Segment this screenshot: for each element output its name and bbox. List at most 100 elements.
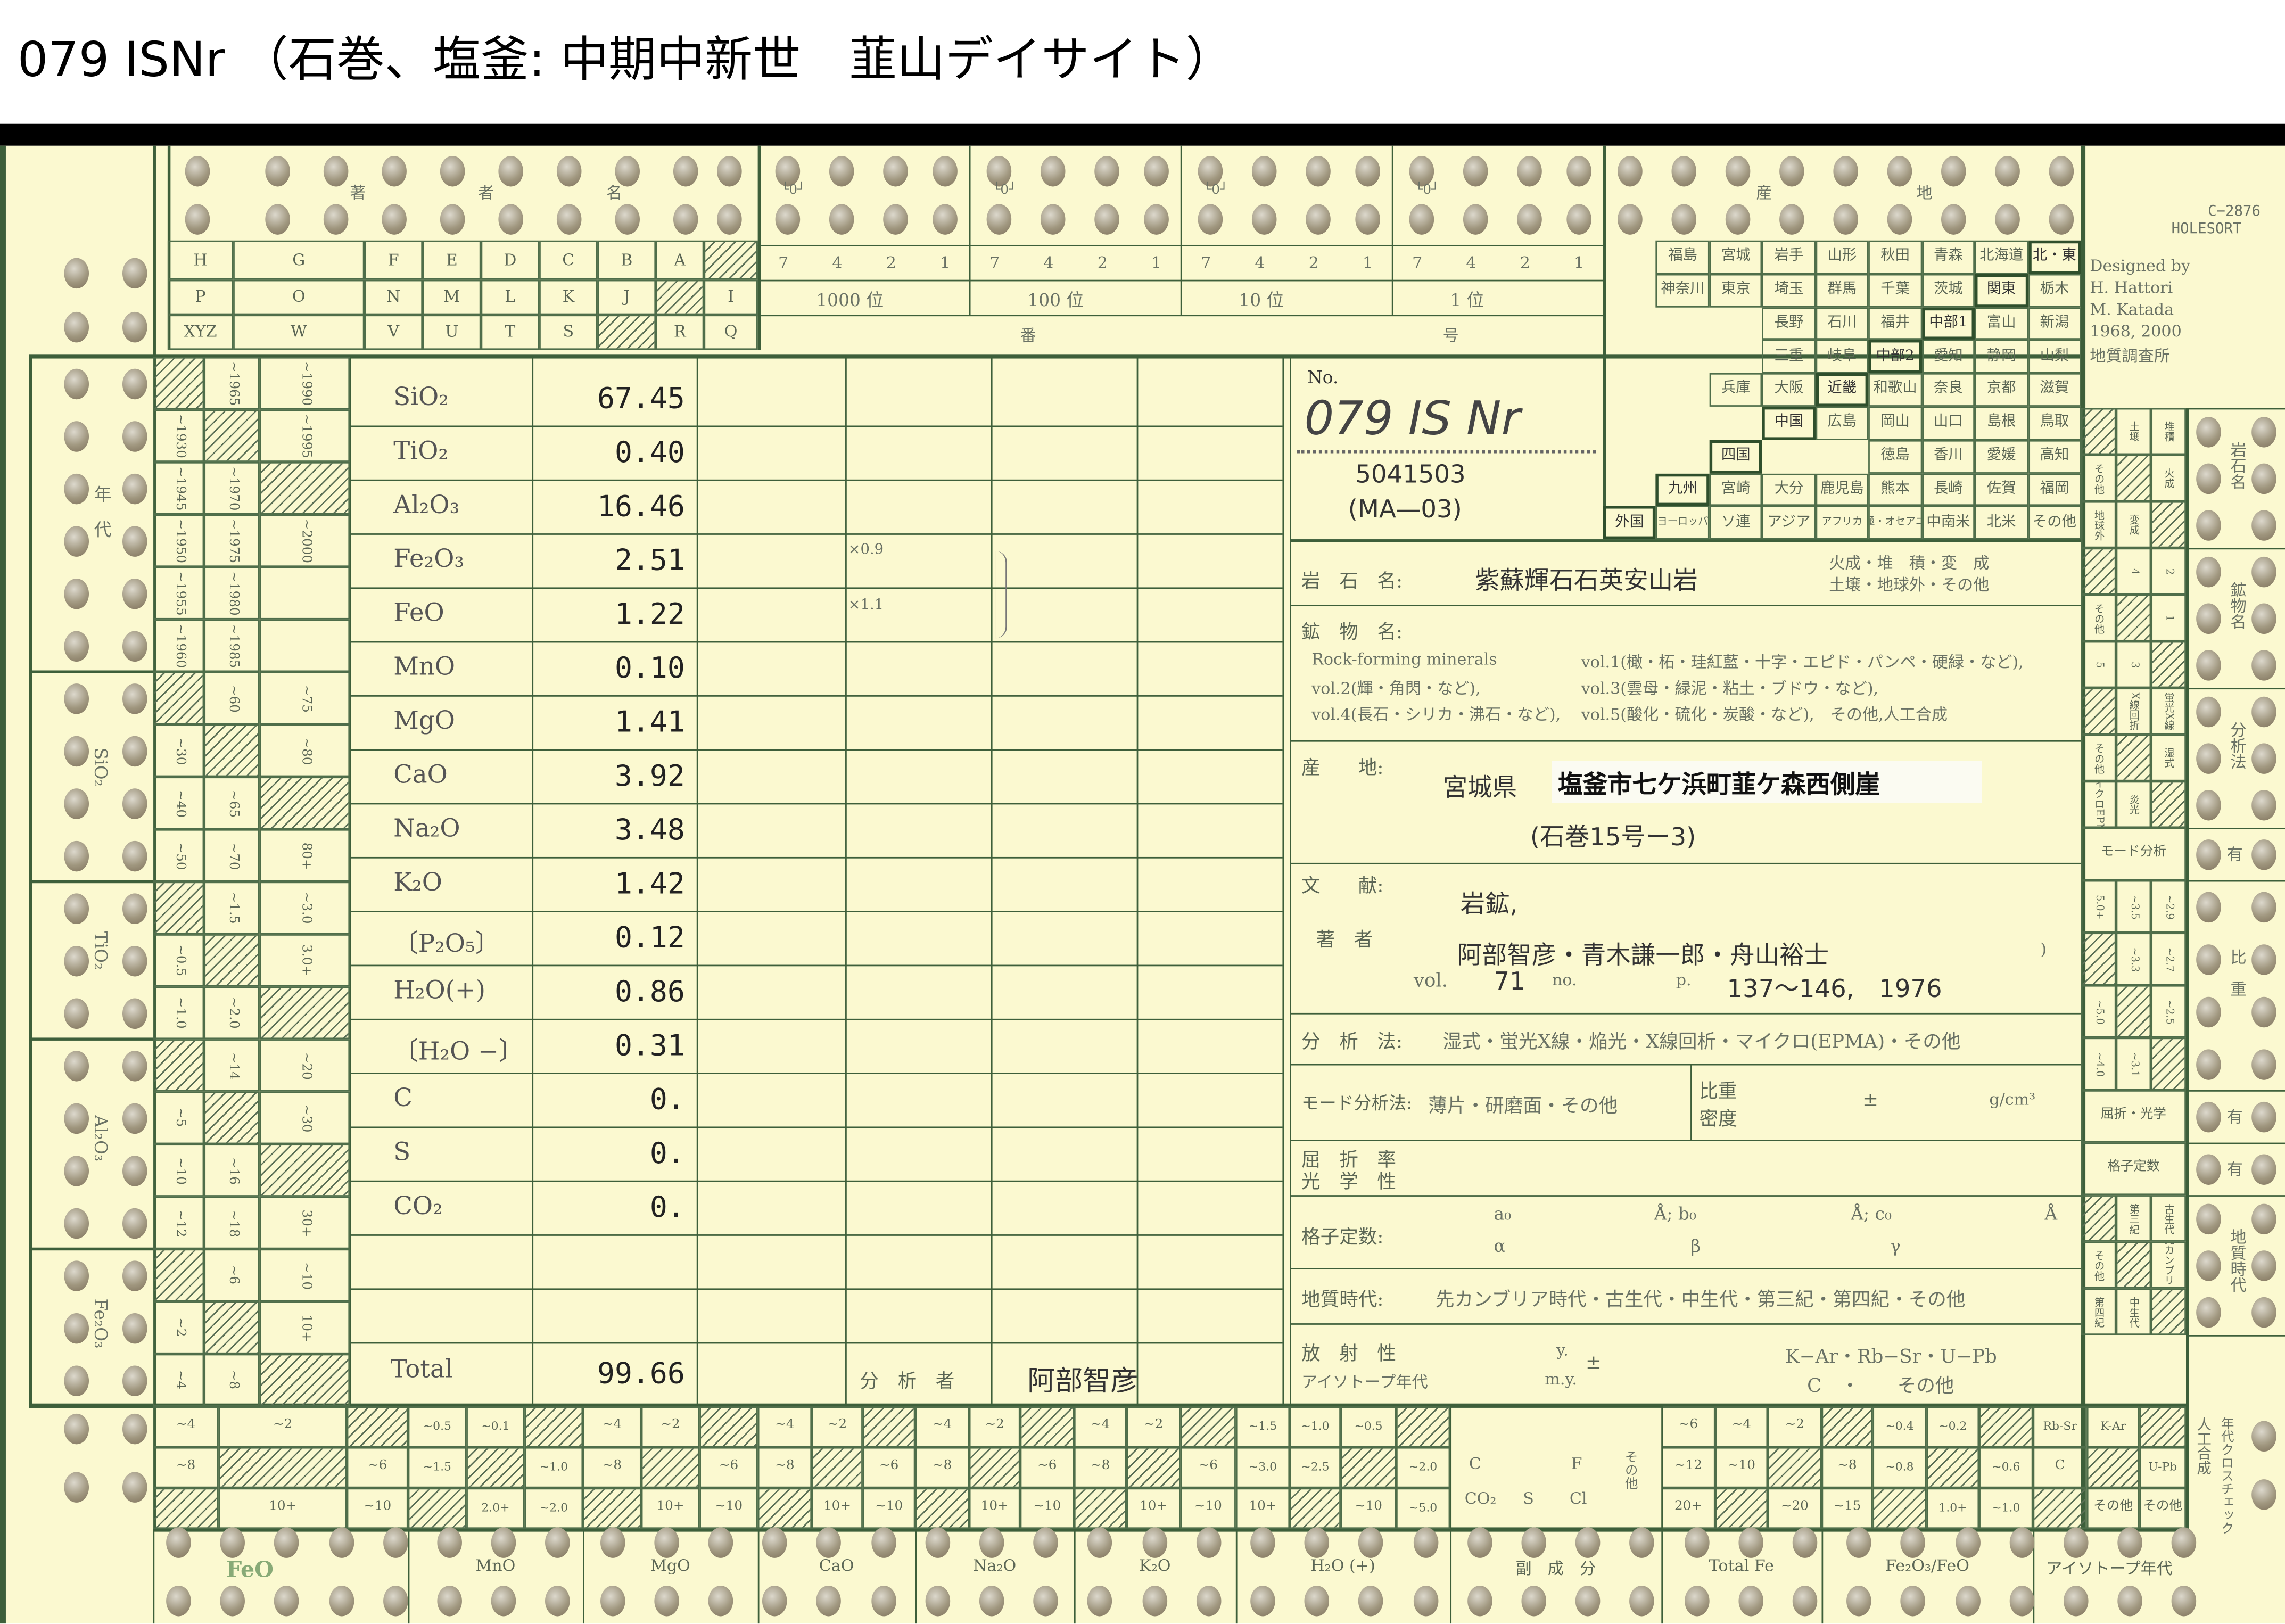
punch-hole[interactable] xyxy=(122,1413,147,1445)
punch-hole[interactable] xyxy=(933,204,958,235)
punch-hole[interactable] xyxy=(775,155,801,187)
punch-hole[interactable] xyxy=(1779,204,1804,235)
locality-cell[interactable]: アジア xyxy=(1762,506,1816,540)
punch-hole[interactable] xyxy=(2251,996,2276,1028)
punch-hole[interactable] xyxy=(122,1260,147,1291)
punch-hole[interactable] xyxy=(654,1527,679,1558)
punch-hole[interactable] xyxy=(1142,1585,1167,1617)
punch-hole[interactable] xyxy=(1833,204,1858,235)
punch-hole[interactable] xyxy=(2196,696,2221,728)
punch-hole[interactable] xyxy=(1033,1527,1059,1558)
locality-cell[interactable]: 和歌山 xyxy=(1868,373,1922,407)
punch-hole[interactable] xyxy=(1196,1527,1221,1558)
locality-cell[interactable]: 埼玉 xyxy=(1762,274,1816,307)
punch-hole[interactable] xyxy=(615,204,640,235)
locality-cell[interactable]: 中部2 xyxy=(1868,340,1922,374)
locality-cell[interactable]: 中国 xyxy=(1762,406,1816,440)
punch-hole[interactable] xyxy=(1250,1585,1275,1617)
punch-hole[interactable] xyxy=(1738,1527,1763,1558)
punch-hole[interactable] xyxy=(1566,155,1591,187)
locality-cell[interactable]: 佐賀 xyxy=(1975,473,2028,507)
locality-cell[interactable]: 大分 xyxy=(1762,473,1816,507)
punch-hole[interactable] xyxy=(2064,1527,2089,1558)
locality-cell[interactable]: 九州 xyxy=(1656,473,1710,507)
punch-hole[interactable] xyxy=(1358,1585,1384,1617)
locality-cell[interactable]: 静岡 xyxy=(1975,340,2028,374)
punch-hole[interactable] xyxy=(64,840,89,872)
locality-cell[interactable]: 関東 xyxy=(1975,274,2028,307)
punch-hole[interactable] xyxy=(122,631,147,662)
punch-hole[interactable] xyxy=(1040,155,1066,187)
locality-cell[interactable]: 福島 xyxy=(1656,240,1710,274)
locality-cell[interactable]: 山梨 xyxy=(2028,340,2081,374)
punch-hole[interactable] xyxy=(1618,204,1643,235)
locality-cell[interactable]: 福岡 xyxy=(2028,473,2081,507)
punch-hole[interactable] xyxy=(122,368,147,400)
punch-hole[interactable] xyxy=(673,204,698,235)
punch-hole[interactable] xyxy=(762,1527,788,1558)
punch-hole[interactable] xyxy=(64,1156,89,1186)
punch-hole[interactable] xyxy=(2251,1421,2276,1452)
punch-hole[interactable] xyxy=(166,1585,191,1617)
punch-hole[interactable] xyxy=(1738,1585,1763,1617)
punch-hole[interactable] xyxy=(274,1527,300,1558)
punch-hole[interactable] xyxy=(556,155,582,187)
punch-hole[interactable] xyxy=(64,893,89,924)
punch-hole[interactable] xyxy=(986,204,1012,235)
punch-hole[interactable] xyxy=(64,788,89,819)
punch-hole[interactable] xyxy=(64,368,89,400)
punch-hole[interactable] xyxy=(1358,1527,1384,1558)
punch-hole[interactable] xyxy=(2251,696,2276,728)
punch-hole[interactable] xyxy=(2196,1250,2221,1281)
punch-hole[interactable] xyxy=(1413,1527,1438,1558)
punch-hole[interactable] xyxy=(925,1585,950,1617)
punch-hole[interactable] xyxy=(2196,743,2221,774)
punch-hole[interactable] xyxy=(1846,1527,1872,1558)
punch-hole[interactable] xyxy=(1305,1527,1330,1558)
punch-hole[interactable] xyxy=(265,155,290,187)
locality-cell[interactable]: 愛知 xyxy=(1921,340,1975,374)
punch-hole[interactable] xyxy=(2251,417,2276,448)
punch-hole[interactable] xyxy=(2196,1203,2221,1235)
punch-hole[interactable] xyxy=(122,473,147,505)
punch-hole[interactable] xyxy=(717,204,742,235)
punch-hole[interactable] xyxy=(2196,417,2221,448)
locality-cell[interactable]: 外国 xyxy=(1603,506,1656,540)
punch-hole[interactable] xyxy=(122,1472,147,1503)
locality-cell[interactable]: 宮崎 xyxy=(1709,473,1763,507)
locality-cell[interactable]: 香川 xyxy=(1921,440,1975,473)
punch-hole[interactable] xyxy=(1725,204,1751,235)
punch-hole[interactable] xyxy=(1087,1585,1113,1617)
punch-hole[interactable] xyxy=(185,204,210,235)
punch-hole[interactable] xyxy=(2196,1049,2221,1080)
punch-hole[interactable] xyxy=(1995,155,2020,187)
punch-hole[interactable] xyxy=(1517,204,1542,235)
locality-cell[interactable]: 鹿児島 xyxy=(1815,473,1869,507)
locality-cell[interactable]: 宮城 xyxy=(1709,240,1763,274)
locality-cell[interactable]: 中部1 xyxy=(1921,307,1975,341)
punch-hole[interactable] xyxy=(383,1585,408,1617)
punch-hole[interactable] xyxy=(1671,155,1697,187)
punch-hole[interactable] xyxy=(2251,556,2276,588)
punch-hole[interactable] xyxy=(1144,204,1169,235)
punch-hole[interactable] xyxy=(64,736,89,767)
punch-hole[interactable] xyxy=(883,155,908,187)
punch-hole[interactable] xyxy=(1409,155,1434,187)
punch-hole[interactable] xyxy=(64,1051,89,1082)
punch-hole[interactable] xyxy=(64,945,89,977)
punch-hole[interactable] xyxy=(382,204,407,235)
punch-hole[interactable] xyxy=(2009,1527,2034,1558)
punch-hole[interactable] xyxy=(2196,839,2221,870)
punch-hole[interactable] xyxy=(1779,155,1804,187)
punch-hole[interactable] xyxy=(1725,155,1751,187)
punch-hole[interactable] xyxy=(122,421,147,452)
punch-hole[interactable] xyxy=(122,788,147,819)
punch-hole[interactable] xyxy=(2251,1479,2276,1510)
punch-hole[interactable] xyxy=(1887,204,1912,235)
locality-cell[interactable]: 岐阜 xyxy=(1815,340,1869,374)
punch-hole[interactable] xyxy=(546,1585,571,1617)
punch-hole[interactable] xyxy=(1521,1585,1547,1617)
punch-hole[interactable] xyxy=(1250,1527,1275,1558)
locality-cell[interactable]: 南極・オセアニア xyxy=(1868,506,1922,540)
punch-hole[interactable] xyxy=(599,1527,625,1558)
